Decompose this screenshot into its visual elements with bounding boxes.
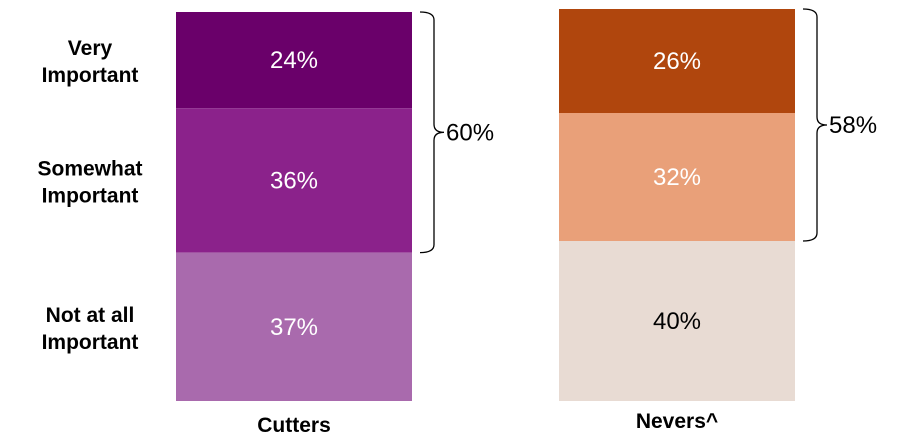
segment-label: Somewhat Important: [37, 157, 142, 207]
segment-label-line: Very: [68, 37, 113, 60]
bracket: [419, 11, 445, 254]
segment-label-line: Important: [42, 64, 139, 87]
segment-label-line: Somewhat: [37, 157, 142, 180]
bar-segment-2-2: [559, 113, 795, 241]
category-label: Nevers^: [636, 410, 718, 433]
category-label: Cutters: [257, 414, 331, 437]
data-label: 26%: [653, 48, 701, 75]
segment-label: Not at all Important: [42, 304, 139, 354]
data-label: 32%: [653, 164, 701, 191]
bracket-label: 58%: [829, 112, 877, 139]
segment-label-line: Important: [42, 184, 139, 207]
bracket-label: 60%: [446, 119, 494, 146]
bar-segment-1-3: [176, 252, 412, 401]
data-label: 24%: [270, 47, 318, 74]
bar-segment-1-2: [176, 108, 412, 253]
segment-label-line: Important: [42, 331, 139, 354]
bar-segment-2-3: [559, 241, 795, 401]
bar-segment-1-1: [176, 12, 412, 109]
bracket: [802, 8, 828, 242]
data-label: 37%: [270, 314, 318, 341]
segment-label: Very Important: [42, 37, 139, 87]
bar-segment-2-1: [559, 9, 795, 113]
data-label: 36%: [270, 167, 318, 194]
data-label: 40%: [653, 308, 701, 335]
segment-label-line: Not at all: [46, 304, 135, 327]
